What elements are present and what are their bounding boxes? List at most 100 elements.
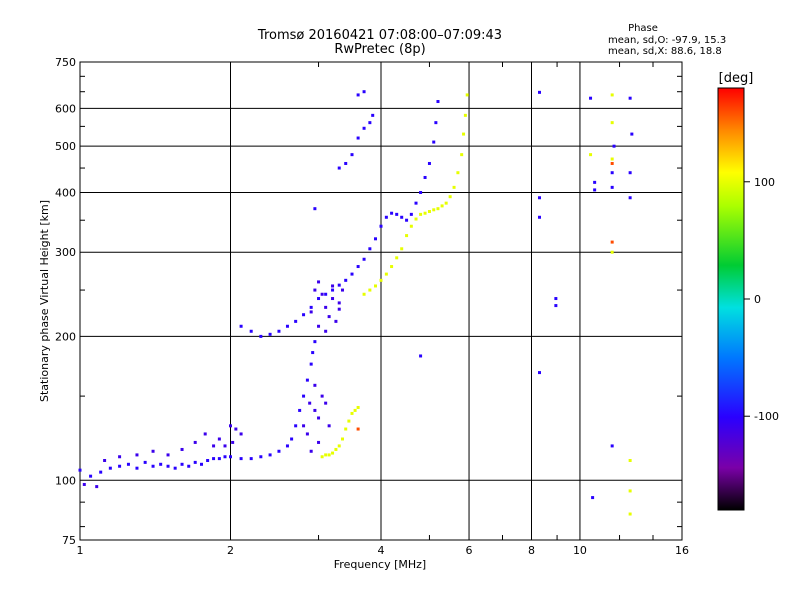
data-point — [166, 453, 170, 457]
data-point — [344, 278, 348, 282]
x-axis-label: Frequency [MHz] — [334, 558, 426, 571]
data-point — [294, 319, 298, 323]
data-point — [180, 462, 184, 466]
data-point — [456, 171, 460, 175]
data-point — [374, 237, 378, 241]
data-point — [610, 161, 614, 165]
data-point — [362, 90, 366, 94]
data-point — [135, 466, 139, 470]
data-point — [159, 462, 163, 466]
data-point — [374, 284, 378, 288]
y-tick-label: 600 — [55, 102, 76, 115]
data-point — [143, 460, 147, 464]
data-point — [290, 437, 294, 441]
data-point — [379, 224, 383, 228]
data-point — [400, 247, 404, 251]
data-point — [436, 207, 440, 211]
data-point — [419, 354, 423, 358]
data-point — [334, 319, 338, 323]
data-point — [305, 378, 309, 382]
data-point — [212, 457, 216, 461]
data-point — [103, 458, 107, 462]
data-point — [259, 455, 263, 459]
data-point — [610, 93, 614, 97]
data-point — [390, 265, 394, 269]
data-point — [324, 329, 328, 333]
data-point — [610, 444, 614, 448]
y-tick-label: 500 — [55, 140, 76, 153]
data-point — [427, 210, 431, 214]
data-point — [628, 512, 632, 516]
data-point — [537, 196, 541, 200]
data-point — [108, 466, 112, 470]
data-point — [409, 212, 413, 216]
data-point — [440, 204, 444, 208]
data-point — [317, 297, 321, 301]
data-point — [610, 185, 614, 189]
x-axis-ticks: 1 2 4 6 8 10 16 — [77, 62, 689, 557]
data-point — [589, 153, 593, 157]
data-point — [324, 453, 328, 457]
data-point — [465, 93, 469, 97]
data-point — [298, 408, 302, 412]
data-point — [395, 256, 399, 260]
colorbar-tick-label: 100 — [754, 176, 775, 189]
data-point — [331, 288, 335, 292]
data-point — [309, 449, 313, 453]
data-point — [362, 126, 366, 130]
data-point — [405, 218, 409, 222]
data-point — [217, 437, 221, 441]
data-point — [628, 196, 632, 200]
data-point — [356, 93, 360, 97]
data-point — [217, 457, 221, 461]
phase-stats-x: mean, sd,X: 88.6, 18.8 — [608, 46, 722, 57]
data-point — [463, 113, 467, 117]
data-point — [630, 132, 634, 136]
chart-title: Tromsø 20160421 07:08:00–07:09:43 — [257, 28, 502, 43]
data-point — [554, 304, 558, 308]
data-point — [324, 292, 328, 296]
data-point — [239, 432, 243, 436]
data-point — [356, 136, 360, 140]
data-point — [151, 464, 155, 468]
data-point — [193, 440, 197, 444]
data-point — [356, 265, 360, 269]
data-point — [309, 362, 313, 366]
data-point — [223, 444, 227, 448]
data-point — [89, 474, 93, 478]
data-point — [239, 457, 243, 461]
data-point — [610, 250, 614, 254]
data-point — [537, 215, 541, 219]
data-point — [151, 449, 155, 453]
data-point — [414, 201, 418, 205]
data-point — [305, 432, 309, 436]
data-point — [334, 447, 338, 451]
data-point — [229, 455, 232, 459]
data-point — [405, 234, 409, 238]
data-point — [118, 455, 122, 459]
data-point — [229, 424, 232, 428]
data-point — [327, 315, 331, 319]
data-point — [311, 351, 315, 355]
data-point — [239, 324, 243, 328]
data-point — [337, 283, 341, 287]
data-point — [126, 462, 130, 466]
data-point — [612, 144, 616, 148]
data-point — [234, 427, 238, 431]
data-point — [331, 297, 335, 301]
y-axis-label: Stationary phase Virtual Height [km] — [38, 200, 51, 402]
colorbar — [717, 87, 745, 511]
data-point — [591, 496, 595, 500]
data-point — [331, 451, 335, 455]
data-point — [427, 161, 431, 165]
data-point — [285, 324, 289, 328]
data-points — [78, 90, 634, 516]
x-tick-label: 16 — [675, 544, 689, 557]
data-point — [320, 455, 324, 459]
data-point — [356, 427, 360, 431]
data-point — [166, 464, 170, 468]
data-point — [99, 470, 103, 474]
data-point — [78, 468, 82, 472]
data-point — [327, 424, 331, 428]
data-point — [331, 284, 335, 288]
